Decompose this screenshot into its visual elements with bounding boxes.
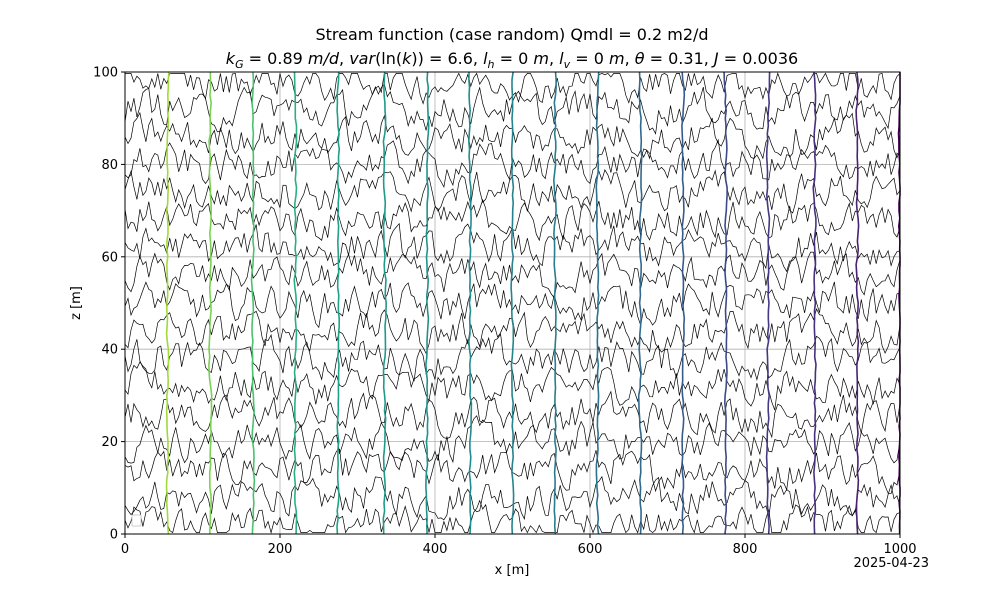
head-contour-line	[382, 71, 388, 535]
x-tick-label: 600	[578, 542, 603, 557]
plot-area	[124, 71, 901, 535]
head-contour-line	[855, 71, 860, 535]
head-contour-line	[812, 71, 817, 535]
x-tick-label: 1000	[883, 542, 916, 557]
head-contour-line	[165, 71, 170, 535]
x-tick-label: 400	[423, 542, 448, 557]
head-contour-line	[510, 71, 515, 535]
stream-contour-line	[124, 333, 901, 382]
axis-ticks: 0 200 400 600 800 1000 0 20 40 60 80 100	[93, 66, 916, 558]
date-stamp: 2025-04-23	[853, 556, 929, 571]
y-tick-label: 20	[101, 435, 118, 450]
y-tick-label: 40	[101, 343, 118, 358]
head-contour-line	[425, 71, 430, 535]
legend-box	[131, 514, 142, 527]
y-tick-label: 0	[110, 528, 118, 543]
head-contour-line	[765, 71, 771, 535]
x-tick-label: 800	[733, 542, 758, 557]
head-contour-line	[723, 71, 728, 535]
head-contour-line	[595, 71, 600, 535]
chart-subtitle: kG = 0.89 m/d, var(ln(k)) = 6.6, lh = 0 …	[226, 49, 798, 71]
y-tick-label: 80	[101, 158, 118, 173]
plot-frame	[124, 71, 901, 535]
head-contour-line	[208, 72, 213, 535]
chart-title: Stream function (case random) Qmdl = 0.2…	[315, 25, 708, 44]
head-contours	[165, 71, 901, 535]
head-contour-line	[293, 71, 298, 535]
y-tick-label: 60	[101, 250, 118, 265]
head-contour-line	[681, 71, 686, 535]
x-axis-label: x [m]	[495, 563, 530, 578]
head-contour-line	[250, 71, 256, 535]
y-axis-label: z [m]	[69, 286, 84, 320]
x-tick-label: 200	[268, 542, 293, 557]
stream-contour-line	[124, 251, 901, 299]
y-tick-label: 100	[93, 66, 118, 81]
head-contour-line	[467, 71, 473, 535]
head-contour-line	[637, 71, 643, 535]
head-contour-line	[552, 71, 557, 535]
x-tick-label: 0	[121, 542, 129, 557]
head-contour-line	[897, 72, 901, 535]
head-contour-line	[336, 71, 341, 535]
